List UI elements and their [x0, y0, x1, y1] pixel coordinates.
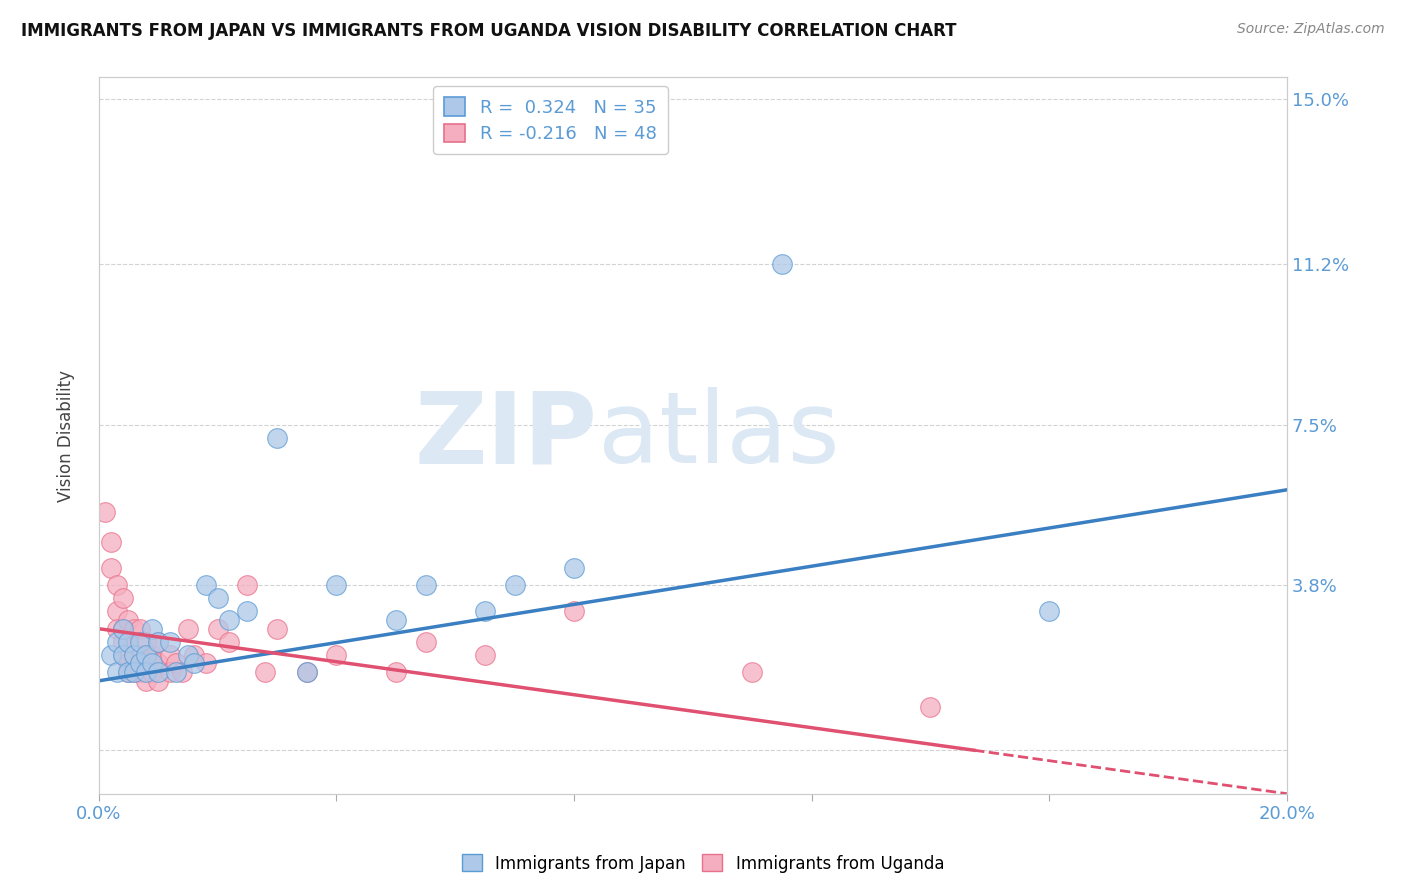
- Point: [295, 665, 318, 680]
- Point: [194, 657, 217, 671]
- Point: [135, 657, 157, 671]
- Point: [159, 665, 181, 680]
- Point: [124, 648, 146, 662]
- Legend: R =  0.324   N = 35, R = -0.216   N = 48: R = 0.324 N = 35, R = -0.216 N = 48: [433, 87, 668, 154]
- Point: [105, 634, 128, 648]
- Point: [117, 665, 139, 680]
- Point: [148, 665, 170, 680]
- Point: [165, 657, 187, 671]
- Point: [111, 591, 134, 606]
- Point: [141, 665, 163, 680]
- Point: [562, 561, 585, 575]
- Point: [111, 634, 134, 648]
- Point: [135, 665, 157, 680]
- Point: [474, 604, 496, 618]
- Point: [117, 634, 139, 648]
- Point: [105, 604, 128, 618]
- Point: [100, 648, 122, 662]
- Point: [266, 622, 288, 636]
- Point: [141, 648, 163, 662]
- Point: [105, 665, 128, 680]
- Point: [415, 634, 437, 648]
- Point: [117, 665, 139, 680]
- Point: [254, 665, 277, 680]
- Point: [236, 604, 259, 618]
- Point: [194, 578, 217, 592]
- Point: [385, 665, 408, 680]
- Point: [177, 622, 200, 636]
- Point: [920, 699, 942, 714]
- Point: [111, 622, 134, 636]
- Point: [111, 648, 134, 662]
- Point: [129, 634, 152, 648]
- Point: [135, 673, 157, 688]
- Point: [93, 504, 115, 518]
- Point: [148, 634, 170, 648]
- Point: [165, 665, 187, 680]
- Point: [503, 578, 526, 592]
- Point: [129, 657, 152, 671]
- Point: [124, 665, 146, 680]
- Point: [100, 535, 122, 549]
- Point: [129, 622, 152, 636]
- Point: [562, 604, 585, 618]
- Point: [415, 578, 437, 592]
- Point: [266, 431, 288, 445]
- Point: [111, 648, 134, 662]
- Point: [218, 613, 240, 627]
- Point: [105, 578, 128, 592]
- Point: [117, 634, 139, 648]
- Point: [159, 648, 181, 662]
- Point: [117, 613, 139, 627]
- Point: [129, 648, 152, 662]
- Point: [124, 648, 146, 662]
- Point: [1038, 604, 1060, 618]
- Point: [474, 648, 496, 662]
- Point: [124, 665, 146, 680]
- Point: [148, 673, 170, 688]
- Legend: Immigrants from Japan, Immigrants from Uganda: Immigrants from Japan, Immigrants from U…: [456, 847, 950, 880]
- Point: [141, 657, 163, 671]
- Point: [183, 648, 205, 662]
- Text: IMMIGRANTS FROM JAPAN VS IMMIGRANTS FROM UGANDA VISION DISABILITY CORRELATION CH: IMMIGRANTS FROM JAPAN VS IMMIGRANTS FROM…: [21, 22, 956, 40]
- Point: [236, 578, 259, 592]
- Point: [218, 634, 240, 648]
- Point: [148, 657, 170, 671]
- Y-axis label: Vision Disability: Vision Disability: [58, 369, 75, 501]
- Point: [141, 622, 163, 636]
- Point: [135, 634, 157, 648]
- Point: [105, 622, 128, 636]
- Point: [170, 665, 193, 680]
- Point: [124, 622, 146, 636]
- Text: ZIP: ZIP: [415, 387, 598, 484]
- Point: [325, 578, 347, 592]
- Point: [741, 665, 763, 680]
- Point: [135, 648, 157, 662]
- Point: [385, 613, 408, 627]
- Point: [325, 648, 347, 662]
- Point: [111, 622, 134, 636]
- Point: [100, 561, 122, 575]
- Point: [207, 622, 229, 636]
- Point: [207, 591, 229, 606]
- Point: [117, 657, 139, 671]
- Point: [148, 634, 170, 648]
- Text: atlas: atlas: [598, 387, 839, 484]
- Point: [129, 665, 152, 680]
- Point: [295, 665, 318, 680]
- Point: [159, 634, 181, 648]
- Point: [183, 657, 205, 671]
- Point: [770, 257, 793, 271]
- Text: Source: ZipAtlas.com: Source: ZipAtlas.com: [1237, 22, 1385, 37]
- Point: [177, 648, 200, 662]
